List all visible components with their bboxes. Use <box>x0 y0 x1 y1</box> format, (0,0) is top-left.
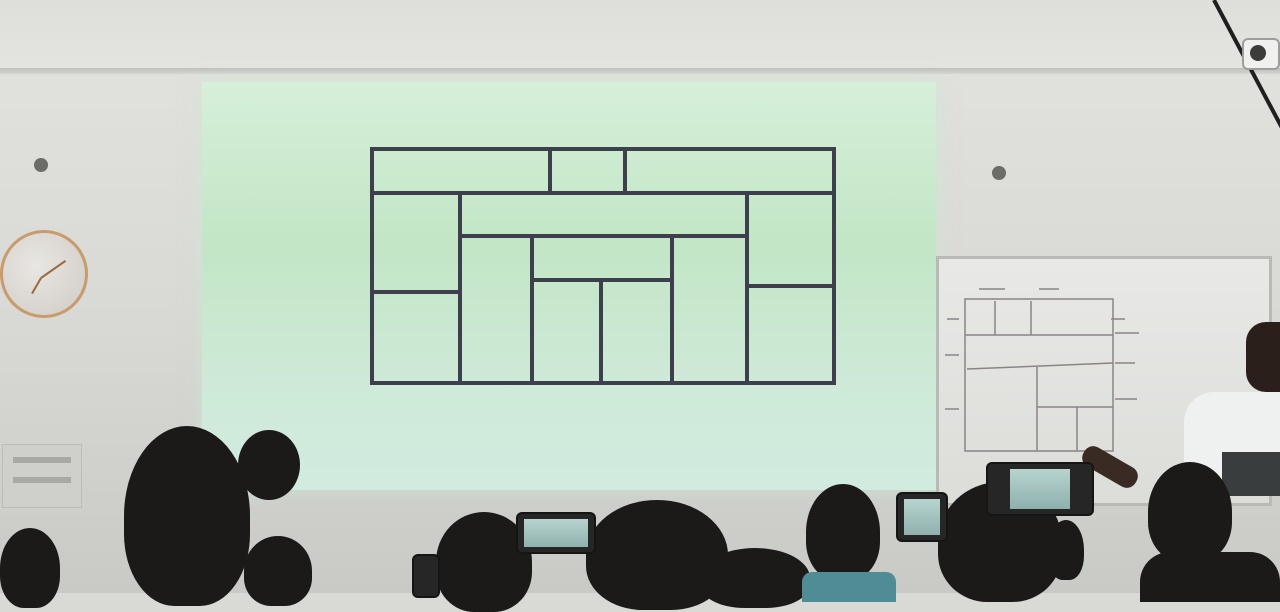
audience-member <box>436 512 532 612</box>
grid-layout-drawing <box>370 147 836 385</box>
smartphone-icon <box>516 512 596 554</box>
audience-member <box>1140 552 1280 602</box>
audience-member <box>806 484 880 580</box>
audience-member <box>1048 520 1084 580</box>
projector-screen <box>202 82 936 490</box>
wall-sign <box>2 444 82 508</box>
wall-clock-icon <box>0 230 88 318</box>
audience-shirt <box>802 572 896 602</box>
security-camera-icon <box>1242 38 1280 70</box>
presenter-head <box>1246 322 1280 392</box>
ceiling-edge <box>0 68 1280 74</box>
smoke-detector-icon <box>34 158 48 172</box>
ceiling <box>0 0 1280 70</box>
whiteboard-sketch <box>945 288 1139 452</box>
clock-hand <box>31 277 42 295</box>
laptop <box>1222 452 1280 496</box>
audience-member <box>586 500 728 610</box>
smoke-detector-icon <box>992 166 1006 180</box>
clock-hand <box>40 259 67 279</box>
audience-member <box>244 536 312 606</box>
audience-member <box>700 548 810 608</box>
smartphone-icon <box>412 554 440 598</box>
audience-member <box>0 528 60 608</box>
